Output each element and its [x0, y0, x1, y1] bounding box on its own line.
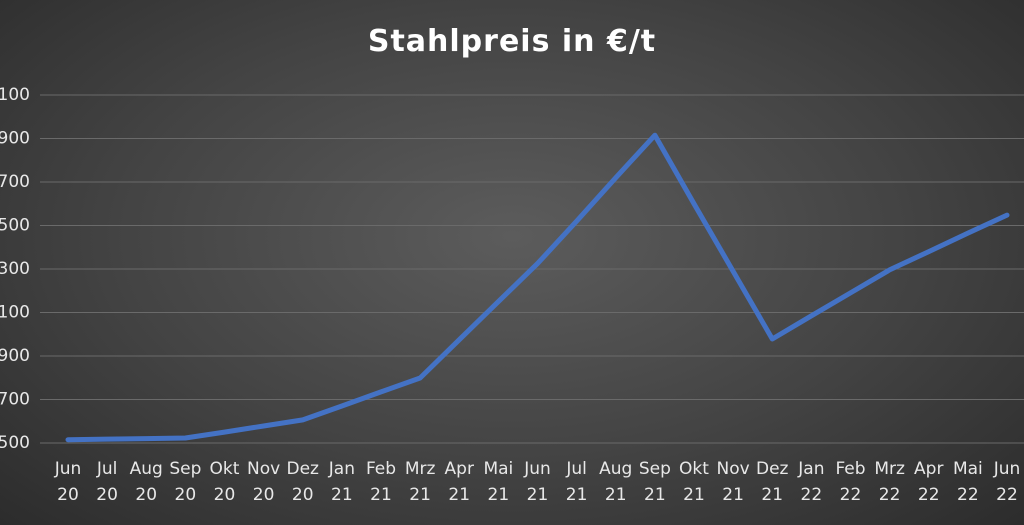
- y-tick-label: 1100: [0, 303, 30, 323]
- x-tick-label: Jan 21: [328, 459, 355, 505]
- x-tick-label: Jun 21: [524, 459, 551, 505]
- x-tick-label: Jun 22: [993, 459, 1021, 505]
- x-tick-label: Okt 20: [209, 459, 240, 505]
- x-tick-label: Aug 20: [129, 459, 163, 505]
- data-line: [65, 132, 1010, 443]
- y-tick-label: 500: [0, 433, 30, 453]
- y-tick-label: 1300: [0, 259, 30, 279]
- y-tick-label: 1900: [0, 129, 30, 149]
- y-tick-label: 700: [0, 390, 30, 410]
- x-tick-label: Mai 22: [952, 459, 983, 505]
- x-tick-label: Apr 22: [914, 459, 944, 505]
- x-tick-label: Sep 21: [638, 459, 671, 505]
- x-tick-label: Jul 20: [96, 459, 118, 505]
- x-tick-label: Nov 20: [247, 459, 281, 505]
- x-tick-label: Dez 20: [286, 459, 319, 505]
- x-tick-label: Mrz 22: [874, 459, 905, 505]
- x-tick-label: Feb 22: [835, 459, 866, 505]
- y-tick-label: 1500: [0, 216, 30, 236]
- y-tick-label: 1700: [0, 172, 30, 192]
- chart-title: Stahlpreis in €/t: [367, 24, 657, 59]
- x-tick-label: Apr 21: [444, 459, 474, 505]
- x-tick-label: Sep 20: [169, 459, 202, 505]
- x-tick-label: Aug 21: [599, 459, 633, 505]
- x-tick-label: Jul 21: [565, 459, 588, 505]
- x-tick-label: Jun 20: [54, 459, 82, 505]
- x-tick-label: Okt 21: [679, 459, 709, 505]
- x-tick-label: Dez 21: [756, 459, 789, 505]
- x-tick-label: Mai 21: [483, 459, 514, 505]
- x-tick-label: Feb 21: [365, 459, 397, 505]
- x-tick-label: Mrz 21: [404, 459, 436, 505]
- y-tick-label: 900: [0, 346, 30, 366]
- x-tick-label: Jan 22: [798, 459, 825, 505]
- y-tick-label: 2100: [0, 85, 30, 105]
- x-tick-label: Nov 21: [716, 459, 750, 505]
